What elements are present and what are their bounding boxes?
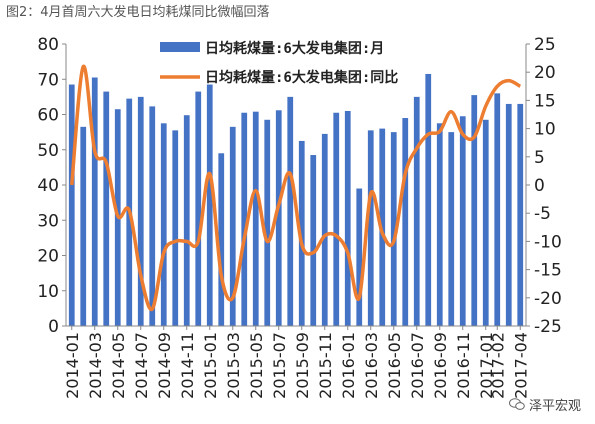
bar	[287, 96, 294, 326]
x-tick-label: 2014-09	[155, 332, 174, 399]
x-tick-label: 2015-01	[201, 332, 220, 399]
bar	[471, 95, 478, 326]
bar	[218, 153, 225, 326]
left-tick-label: 80	[37, 35, 59, 55]
right-tick-label: 0	[534, 176, 545, 196]
bar	[80, 126, 87, 327]
x-tick-label: 2016-11	[454, 332, 473, 399]
bar	[494, 93, 501, 326]
bar	[68, 84, 75, 326]
bar	[195, 91, 202, 327]
right-tick-label: -5	[534, 204, 551, 224]
bar-series	[68, 73, 524, 327]
bar	[517, 103, 524, 326]
right-tick-label: 25	[534, 35, 556, 55]
wechat-icon	[508, 398, 525, 410]
left-tick-label: 10	[37, 282, 59, 302]
x-tick-label: 2015-05	[247, 332, 266, 399]
legend-label-bar: 日均耗煤量:6大发电集团:月	[205, 40, 384, 57]
axes: 0 10 20 30 40 50 60 70 80 -25 -20 -15 -10 -5 0 5 10 15 20 2…	[37, 35, 561, 399]
bar	[356, 188, 363, 326]
legend: 日均耗煤量:6大发电集团:月 日均耗煤量:6大发电集团:同比	[160, 40, 398, 86]
bar	[252, 111, 259, 327]
watermark-text: 泽平宏观	[528, 399, 581, 414]
left-tick-label: 40	[37, 176, 59, 196]
x-tick-label: 2016-05	[385, 332, 404, 399]
x-tick-label: 2014-07	[132, 332, 151, 399]
bar	[206, 84, 213, 326]
right-tick-label: 5	[534, 148, 545, 168]
line-path	[70, 64, 522, 312]
left-tick-label: 0	[48, 317, 59, 337]
line-series	[70, 64, 522, 312]
x-tick-label: 2016-09	[431, 332, 450, 399]
bar	[436, 123, 443, 326]
x-tick-label: 2015-09	[293, 332, 312, 399]
bar	[482, 119, 489, 326]
watermark: 泽平宏观	[508, 395, 581, 414]
bar	[310, 155, 317, 326]
x-tick-label: 2017-04	[511, 332, 530, 399]
bar	[333, 112, 340, 326]
left-tick-label: 30	[37, 211, 59, 231]
bar	[160, 123, 167, 326]
figure-caption: 图2：4月首周六大发电日均耗煤同比微幅回落	[6, 5, 270, 20]
right-tick-label: -15	[534, 261, 562, 281]
x-tick-label: 2014-01	[63, 332, 82, 399]
x-tick-label: 2017-01	[477, 332, 496, 399]
bar	[402, 118, 409, 327]
right-tick-label: 15	[534, 91, 556, 111]
bar	[413, 96, 420, 326]
bar	[505, 103, 512, 326]
x-tick-label: 2014-03	[86, 332, 105, 399]
bar	[321, 133, 328, 326]
right-tick-label: 10	[534, 120, 556, 140]
right-tick-label: 20	[534, 63, 556, 83]
bar	[91, 77, 98, 326]
x-tick-label: 2015-07	[270, 332, 289, 399]
legend-label-line: 日均耗煤量:6大发电集团:同比	[205, 69, 398, 86]
bar	[425, 73, 432, 327]
bar	[448, 132, 455, 326]
bar	[344, 110, 351, 326]
bar	[367, 130, 374, 326]
x-tick-label: 2016-07	[408, 332, 427, 399]
x-tick-label: 2016-03	[362, 332, 381, 399]
right-tick-label: -25	[534, 317, 562, 337]
bar	[183, 115, 190, 326]
left-tick-label: 50	[37, 141, 59, 161]
left-tick-label: 60	[37, 106, 59, 126]
bar	[390, 132, 397, 326]
x-tick-label: 2015-11	[316, 332, 335, 399]
bar	[298, 140, 305, 326]
left-tick-label: 70	[37, 70, 59, 90]
bar	[103, 91, 110, 327]
legend-swatch-bar	[160, 42, 200, 52]
x-tick-label: 2014-05	[109, 332, 128, 399]
bar	[149, 106, 156, 326]
x-tick-label: 2016-01	[339, 332, 358, 399]
left-tick-label: 20	[37, 247, 59, 267]
bar	[275, 110, 282, 327]
bar	[264, 119, 271, 326]
right-tick-label: -10	[534, 232, 562, 252]
bar	[229, 126, 236, 327]
bar	[241, 112, 248, 326]
x-tick-label: 2015-03	[224, 332, 243, 399]
right-tick-label: -20	[534, 289, 562, 309]
bar	[172, 130, 179, 326]
bar	[459, 116, 466, 326]
bar	[137, 96, 144, 326]
x-tick-label: 2017-02	[488, 332, 507, 399]
x-tick-label: 2014-11	[178, 332, 197, 399]
